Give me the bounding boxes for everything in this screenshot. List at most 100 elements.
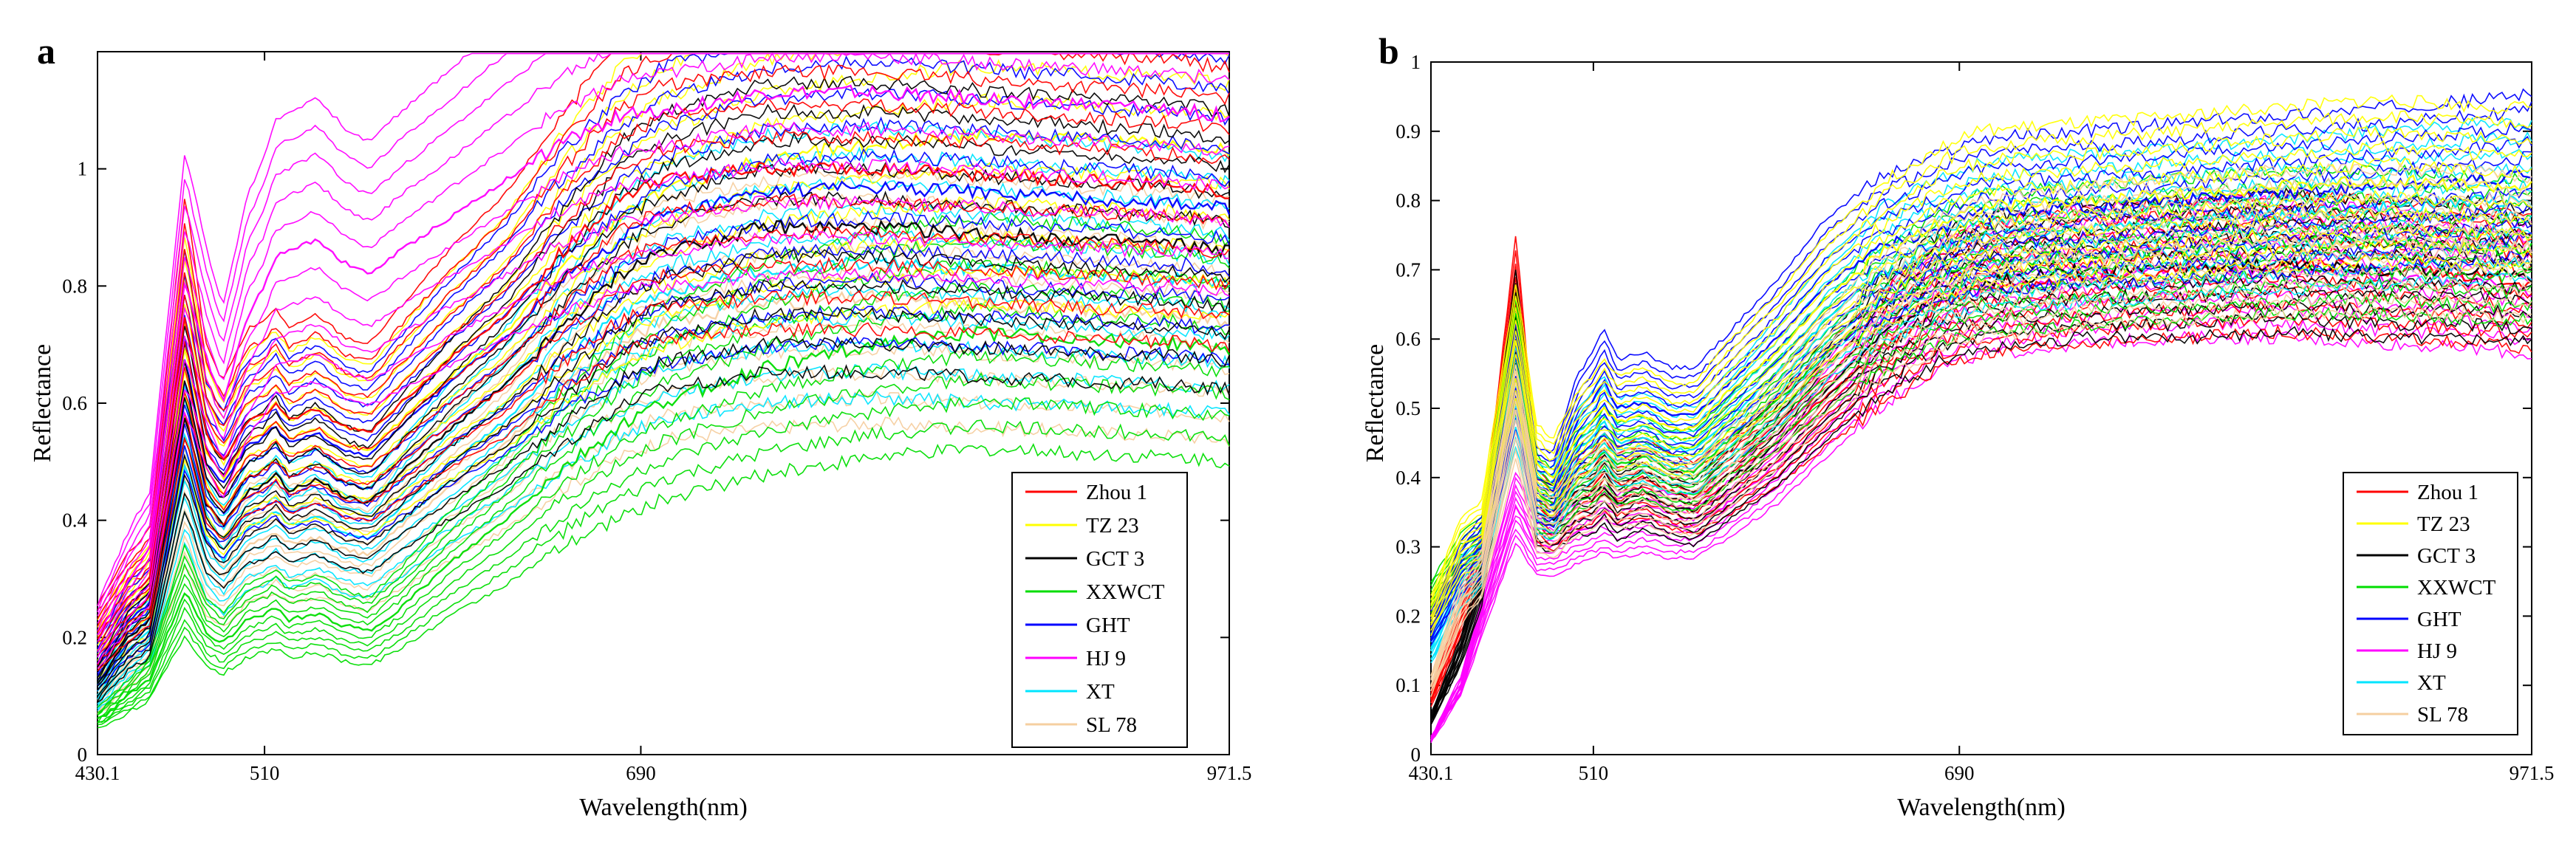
legend-label: TZ 23: [2417, 512, 2470, 536]
series-line-gct-3: [1430, 298, 2532, 721]
legend-label: GHT: [2417, 608, 2461, 631]
series-line-sl-78: [97, 193, 1230, 692]
series-line-xxwct: [1430, 233, 2533, 602]
series-line-xxwct: [1430, 306, 2532, 623]
y-tick-label: 0.1: [1395, 674, 1421, 696]
series-line-hj-9: [97, 157, 1230, 652]
y-tick-label: 0.3: [1395, 536, 1421, 558]
series-line-zhou-1: [97, 225, 1230, 653]
y-tick-label: 0.4: [62, 509, 87, 532]
series-line-ght: [1430, 88, 2532, 611]
x-tick-label: 430.1: [75, 762, 120, 784]
legend-label: GCT 3: [1086, 547, 1144, 571]
y-tick-label: 1: [1411, 51, 1421, 73]
y-tick-label: 0.9: [1395, 120, 1421, 143]
x-axis-label-b: Wavelength(nm): [1897, 794, 2066, 821]
series-line-ght: [97, 87, 1230, 653]
legend-label: GCT 3: [2417, 544, 2476, 568]
series-line-gct-3: [1430, 326, 2532, 725]
legend-a: Zhou 1 TZ 23 GCT 3 XXWCT GHT HJ 9 XT SL 78: [1011, 472, 1188, 748]
series-line-tz-23: [1430, 110, 2532, 600]
series-line-xt: [97, 176, 1230, 685]
series-line-xxwct: [97, 397, 1230, 724]
series-line-xxwct: [97, 326, 1231, 719]
series-line-ght: [1430, 101, 2532, 616]
y-tick-label: 0: [1411, 744, 1421, 766]
x-tick-label: 510: [250, 762, 280, 784]
series-line-tz-23: [1430, 205, 2532, 624]
y-tick-label: 0.6: [1395, 328, 1421, 350]
series-line-xxwct: [97, 419, 1230, 726]
series-line-zhou-1: [97, 193, 1230, 642]
legend-label: SL 78: [1086, 713, 1137, 737]
series-line-zhou-1: [97, 322, 1230, 671]
series-line-zhou-1: [97, 289, 1230, 666]
series-line-gct-3: [97, 75, 1230, 664]
y-tick-label: 0.7: [1395, 258, 1421, 281]
y-tick-label: 0: [78, 744, 88, 766]
legend-label: TZ 23: [1086, 514, 1139, 538]
series-line-gct-3: [97, 364, 1230, 703]
ticks-a: 430.1 510 690 971.5 0 0.2 0.4 0.6 0.8 1: [62, 52, 1251, 784]
x-tick-label: 690: [626, 762, 656, 784]
y-tick-label: 1: [78, 158, 88, 180]
y-tick-label: 0.2: [1395, 605, 1421, 627]
series-line-gct-3: [97, 249, 1230, 687]
series-line-tz-23: [1430, 140, 2532, 607]
series-line-ght: [1430, 151, 2532, 626]
series-lines-a: [97, 52, 1231, 729]
y-tick-label: 0.2: [62, 626, 87, 648]
y-tick-label: 0.8: [1395, 190, 1421, 212]
series-line-xt: [1430, 162, 2532, 643]
x-tick-label: 971.5: [1207, 762, 1252, 784]
legend-label: Zhou 1: [2417, 481, 2478, 504]
series-lines-b: [1429, 88, 2533, 744]
series-line-hj-9: [97, 267, 1230, 670]
series-line-hj-9: [97, 194, 1230, 658]
series-line-tz-23: [97, 195, 1230, 662]
series-line-tz-23: [1430, 94, 2532, 596]
y-axis-label-a: Reflectance: [29, 344, 56, 462]
series-line-gct-3: [1430, 244, 2532, 718]
series-line-zhou-1: [97, 256, 1230, 657]
series-line-hj-9: [97, 231, 1230, 665]
series-line-gct-3: [97, 335, 1230, 702]
series-line-zhou-1: [97, 129, 1230, 634]
series-line-tz-23: [97, 59, 1230, 637]
panel-label-a: a: [37, 30, 55, 72]
series-line-ght: [1430, 218, 2532, 642]
series-line-zhou-1: [97, 63, 1230, 619]
legend-label: SL 78: [2417, 703, 2468, 727]
series-line-sl-78: [97, 416, 1230, 715]
series-line-hj-9: [97, 84, 1230, 636]
ticks-b: 430.1 510 690 971.5 0 0.1 0.2 0.3 0.4 0.5 0.6 0.7 0.…: [1395, 51, 2554, 784]
y-tick-label: 0.5: [1395, 397, 1421, 419]
series-line-hj-9: [1430, 276, 2532, 741]
series-line-gct-3: [97, 307, 1230, 697]
series-line-sl-78: [1430, 191, 2532, 681]
y-tick-label: 0.6: [62, 392, 87, 414]
series-line-ght: [97, 148, 1230, 664]
y-tick-label: 0.4: [1395, 467, 1421, 489]
legend-box-a: [1011, 472, 1188, 748]
series-line-tz-23: [1430, 189, 2532, 620]
x-tick-label: 510: [1579, 762, 1609, 784]
series-line-gct-3: [97, 131, 1230, 673]
legend-label: XT: [1086, 680, 1115, 704]
series-line-xt: [97, 201, 1230, 692]
legend-box-b: [2343, 472, 2518, 735]
series-line-tz-23: [1430, 126, 2532, 605]
legend-label: HJ 9: [1086, 647, 1126, 670]
series-line-sl-78: [1429, 234, 2533, 687]
series-line-xxwct: [97, 349, 1230, 724]
series-line-sl-78: [1430, 176, 2532, 676]
series-line-ght: [1430, 250, 2532, 646]
series-line-xxwct: [97, 372, 1230, 724]
series-line-ght: [97, 180, 1231, 667]
series-line-sl-78: [97, 316, 1230, 707]
series-line-gct-3: [1430, 312, 2532, 725]
legend-label: XT: [2417, 671, 2446, 695]
series-line-sl-78: [97, 289, 1230, 701]
x-tick-label: 690: [1944, 762, 1975, 784]
series-line-tz-23: [97, 264, 1230, 672]
